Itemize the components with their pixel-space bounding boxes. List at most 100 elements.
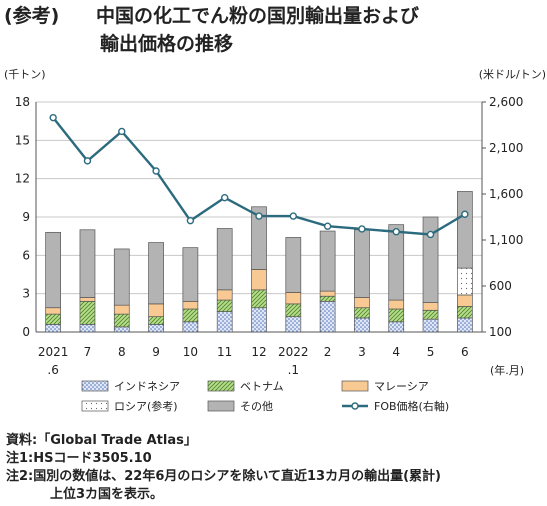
bar-segment-1 xyxy=(319,295,336,302)
bar-segment-0 xyxy=(422,318,439,333)
bar-segment-0 xyxy=(354,317,370,333)
legend-label-line: FOB価格(右軸) xyxy=(374,399,449,413)
y-left-tick-label: 0 xyxy=(22,325,30,339)
title-line-2: 輸出価格の推移 xyxy=(100,33,234,55)
bar-segment-1 xyxy=(113,313,130,328)
bar-segment-1 xyxy=(422,309,439,320)
y-left-tick-label: 3 xyxy=(22,287,30,301)
note-1: 注1:HSコード3505.10 xyxy=(6,451,152,466)
bar-segment-4 xyxy=(216,228,233,291)
legend-swatch-2 xyxy=(341,380,369,392)
x-unit-label: (年.月) xyxy=(490,363,524,377)
x-tick-label: 3 xyxy=(358,345,366,359)
fob-price-point xyxy=(392,228,400,236)
x-tick-sublabel: .1 xyxy=(288,363,299,377)
legend-label-4: その他 xyxy=(240,400,273,413)
bar-segment-4 xyxy=(422,216,439,303)
fob-price-point xyxy=(118,127,126,136)
fob-price-point xyxy=(220,193,229,202)
bar-segment-4 xyxy=(182,247,199,302)
bar-segment-1 xyxy=(182,308,199,323)
bar-segment-4 xyxy=(251,206,267,270)
bar-segment-1 xyxy=(148,316,164,325)
bar-segment-2 xyxy=(45,307,62,315)
x-tick-label: 5 xyxy=(427,345,435,359)
fob-price-point xyxy=(323,222,332,230)
bar-segment-4 xyxy=(456,191,473,269)
y-right-tick-label: 1,100 xyxy=(489,233,523,247)
bar-segment-4 xyxy=(285,237,302,293)
bar-segment-0 xyxy=(388,321,405,333)
bar-segment-0 xyxy=(182,321,199,333)
x-tick-label: 2021 xyxy=(38,345,69,359)
bar-segment-4 xyxy=(148,242,164,305)
bar-segment-2 xyxy=(456,294,473,307)
y-right-tick-label: 2,600 xyxy=(489,95,523,109)
x-tick-label: 7 xyxy=(84,345,92,359)
y-right-tick-labels: 100 600 1,100 1,600 2,100 2,600 xyxy=(482,95,523,339)
bar-segment-4 xyxy=(113,248,130,306)
bar-segment-1 xyxy=(45,313,62,325)
stacked-bar-line-chart: (千トン) (米ドル/トン) 0 3 6 9 12 15 18 100 600 1,100 1,6… xyxy=(4,68,546,413)
legend-swatch-0 xyxy=(81,380,109,392)
y-left-tick-label: 6 xyxy=(22,248,30,262)
y-left-unit-label: (千トン) xyxy=(4,68,46,81)
bar-segment-0 xyxy=(79,323,96,333)
fob-price-point xyxy=(152,167,160,175)
bar-segment-0 xyxy=(113,326,130,333)
y-left-tick-label: 18 xyxy=(15,95,30,109)
bar-segment-2 xyxy=(319,290,336,297)
fob-price-point xyxy=(49,113,57,122)
legend-label-2: マレーシア xyxy=(374,380,429,393)
x-tick-label: 12 xyxy=(251,345,266,359)
bar-segment-1 xyxy=(456,306,473,319)
bar-segment-1 xyxy=(285,303,302,318)
y-left-tick-label: 9 xyxy=(22,210,30,224)
x-tick-label: 2022 xyxy=(278,345,309,359)
legend-label-1: ベトナム xyxy=(240,380,284,393)
legend-swatch-3 xyxy=(81,400,109,412)
bar-segment-0 xyxy=(456,317,473,333)
y-right-tick-label: 2,100 xyxy=(489,141,523,155)
x-tick-sublabel: .6 xyxy=(47,363,58,377)
x-tick-label: 11 xyxy=(217,345,232,359)
fob-price-point xyxy=(289,212,298,220)
footnotes: 資料:「Global Trade Atlas」 注1:HSコード3505.10 … xyxy=(6,432,546,504)
legend-line-marker xyxy=(351,402,359,410)
legend-label-3: ロシア(参考) xyxy=(114,399,178,413)
bar-segment-0 xyxy=(45,323,62,333)
bar-segment-4 xyxy=(354,229,370,298)
y-right-tick-label: 1,600 xyxy=(489,187,523,201)
bar-stacks xyxy=(45,191,473,333)
bar-segment-2 xyxy=(422,302,439,311)
x-tick-labels: 2021 .6 7 8 9 10 11 12 2022 .1 2 3 4 5 6 xyxy=(38,345,469,377)
bar-segment-1 xyxy=(388,308,405,323)
legend-swatch-1 xyxy=(207,380,235,392)
title-line-1: 中国の化工でん粉の国別輸出量および xyxy=(96,5,420,27)
bar-segment-0 xyxy=(285,316,302,333)
fob-price-line xyxy=(49,113,469,239)
fob-price-point xyxy=(426,230,435,239)
bar-segment-0 xyxy=(148,323,164,333)
y-right-tick-label: 100 xyxy=(489,325,512,339)
x-tick-label: 10 xyxy=(183,345,198,359)
fob-price-point xyxy=(255,212,263,220)
bar-segment-4 xyxy=(79,229,96,298)
y-left-tick-label: 15 xyxy=(15,133,30,147)
source-note: 資料:「Global Trade Atlas」 xyxy=(6,433,197,448)
bar-segment-0 xyxy=(216,311,233,333)
bar-segment-0 xyxy=(251,307,267,333)
bar-segment-1 xyxy=(354,307,370,319)
bar-segment-1 xyxy=(251,289,267,309)
note-2-line-2: 上位3カ国を表示。 xyxy=(50,487,164,502)
y-right-tick-label: 600 xyxy=(489,279,512,293)
legend-swatch-4 xyxy=(207,400,235,412)
x-tick-label: 2 xyxy=(324,345,332,359)
x-tick-label: 8 xyxy=(118,345,126,359)
bar-segment-1 xyxy=(216,299,233,312)
chart-title: (参考) 中国の化工でん粉の国別輸出量および 輸出価格の推移 xyxy=(4,2,544,58)
bar-segment-1 xyxy=(79,300,96,325)
bar-segment-2 xyxy=(251,269,267,291)
bar-segment-2 xyxy=(285,292,302,305)
